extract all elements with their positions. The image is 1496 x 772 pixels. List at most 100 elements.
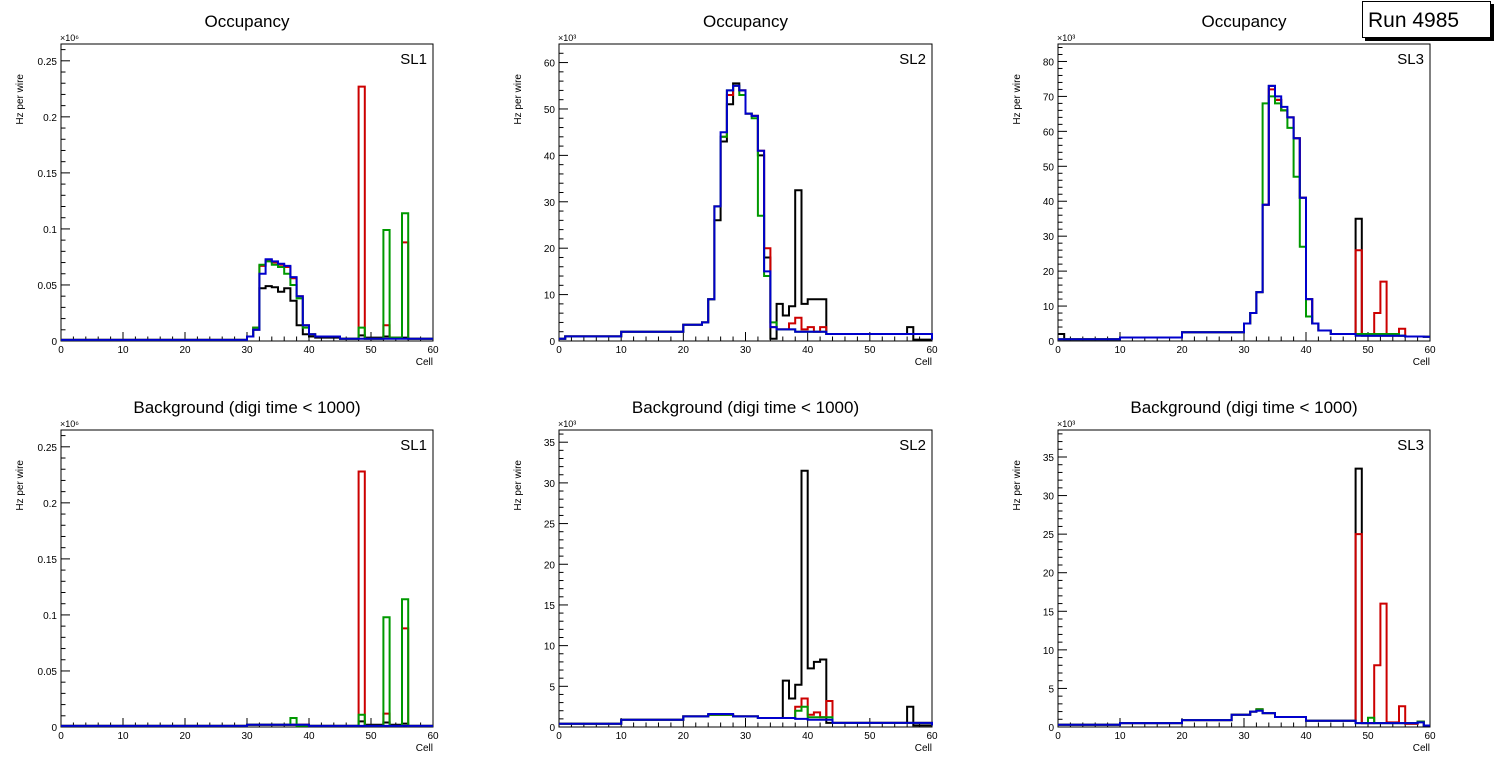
x-tick-label: 60 [1424,345,1436,356]
y-multiplier-label: ×10³ [1057,33,1075,43]
x-tick-label: 40 [1300,731,1312,742]
y-axis-label: Hz per wire [1012,74,1023,125]
x-tick-label: 20 [1176,731,1188,742]
y-tick-label: 10 [1043,302,1055,313]
x-tick-label: 50 [365,345,377,356]
chart-panel-6: Background (digi time < 1000) SL3 ×10³ Hz p… [1012,398,1436,754]
y-tick-label: 20 [544,244,556,255]
y-multiplier-label: ×10³ [558,419,576,429]
y-tick-label: 60 [544,59,556,70]
y-tick-label: 50 [544,105,556,116]
y-multiplier-label: ×10³ [1057,419,1075,429]
y-axis-label: Hz per wire [15,460,26,511]
y-tick-label: 10 [1043,646,1055,657]
superlayer-label: SL3 [1397,437,1424,454]
x-tick-label: 30 [740,345,752,356]
x-tick-label: 10 [117,345,129,356]
plot-frame [1057,43,1431,342]
y-tick-label: 0.15 [38,555,58,566]
x-tick-label: 60 [926,345,938,356]
y-tick-label: 15 [544,601,556,612]
x-axis-label: Cell [915,357,932,368]
x-tick-label: 50 [365,731,377,742]
y-axis-label: Hz per wire [1012,460,1023,511]
y-tick-label: 0.05 [38,281,58,292]
y-tick-label: 0 [51,337,57,348]
y-tick-label: 0 [549,337,555,348]
y-multiplier-label: ×10⁶ [60,33,79,43]
x-axis-label: Cell [1413,357,1430,368]
histogram-series-blue [61,258,433,341]
chart-title: Background (digi time < 1000) [133,398,360,417]
chart-title: Background (digi time < 1000) [632,398,859,417]
y-tick-label: 40 [544,151,556,162]
x-tick-label: 30 [740,731,752,742]
superlayer-label: SL1 [400,437,427,454]
y-tick-label: 15 [1043,607,1055,618]
x-tick-label: 30 [1238,731,1250,742]
histogram-series-green [1058,95,1430,341]
y-tick-label: 25 [544,520,556,531]
x-tick-label: 20 [179,731,191,742]
x-tick-label: 60 [427,731,439,742]
x-tick-label: 30 [241,345,253,356]
chart-panel-3: Occupancy SL3 ×10³ Hz per wire Cell 0 10 20 30 40… [1012,12,1436,368]
x-tick-label: 10 [1114,345,1126,356]
x-tick-label: 10 [117,731,129,742]
x-axis-label: Cell [416,743,433,754]
histogram-series-black [559,469,932,727]
y-tick-label: 30 [544,198,556,209]
y-tick-label: 0.1 [43,225,57,236]
x-tick-label: 50 [864,345,876,356]
x-tick-label: 0 [1055,345,1061,356]
y-tick-label: 0 [1048,723,1054,734]
histogram-series-green [61,598,433,727]
histogram-series-red [61,85,433,341]
x-tick-label: 20 [678,345,690,356]
y-tick-label: 0.2 [43,113,57,124]
y-tick-label: 0.25 [38,57,58,68]
y-tick-label: 0.2 [43,499,57,510]
x-tick-label: 40 [802,731,814,742]
y-tick-label: 35 [544,438,556,449]
x-tick-label: 20 [678,731,690,742]
histogram-series-green [559,84,933,340]
y-tick-label: 70 [1043,92,1055,103]
chart-title: Occupancy [1201,12,1287,31]
x-tick-label: 60 [1424,731,1436,742]
x-tick-label: 40 [303,731,315,742]
plot-frame [558,43,933,342]
histogram-series-blue [1058,84,1430,341]
y-tick-label: 20 [1043,267,1055,278]
plot-frame [60,43,434,342]
x-tick-label: 50 [1362,345,1374,356]
chart-title: Occupancy [703,12,789,31]
y-axis-label: Hz per wire [15,74,26,125]
y-tick-label: 10 [544,642,556,653]
chart-panel-5: Background (digi time < 1000) SL2 ×10³ Hz p… [513,398,938,754]
y-axis-label: Hz per wire [513,460,524,511]
histogram-series-red [1058,88,1430,341]
plot-frame [60,429,434,728]
histogram-series-blue [559,713,933,726]
x-axis-label: Cell [1413,743,1430,754]
chart-panel-4: Background (digi time < 1000) SL1 ×10⁶ Hz p… [15,398,439,754]
y-tick-label: 0 [51,723,57,734]
histogram-series-black [1058,84,1430,341]
histogram-series-black [61,285,433,341]
y-tick-label: 0.1 [43,611,57,622]
x-tick-label: 0 [58,345,64,356]
x-tick-label: 30 [241,731,253,742]
x-tick-label: 30 [1238,345,1250,356]
superlayer-label: SL1 [400,51,427,68]
x-tick-label: 0 [1055,731,1061,742]
chart-panel-2: Occupancy SL2 ×10³ Hz per wire Cell 0 10 20 30 40… [513,12,938,368]
y-multiplier-label: ×10⁶ [60,419,79,429]
histogram-series-red [1058,533,1430,727]
y-tick-label: 60 [1043,127,1055,138]
superlayer-label: SL2 [899,437,926,454]
y-tick-label: 5 [1048,684,1054,695]
y-tick-label: 30 [544,479,556,490]
y-tick-label: 10 [544,291,556,302]
